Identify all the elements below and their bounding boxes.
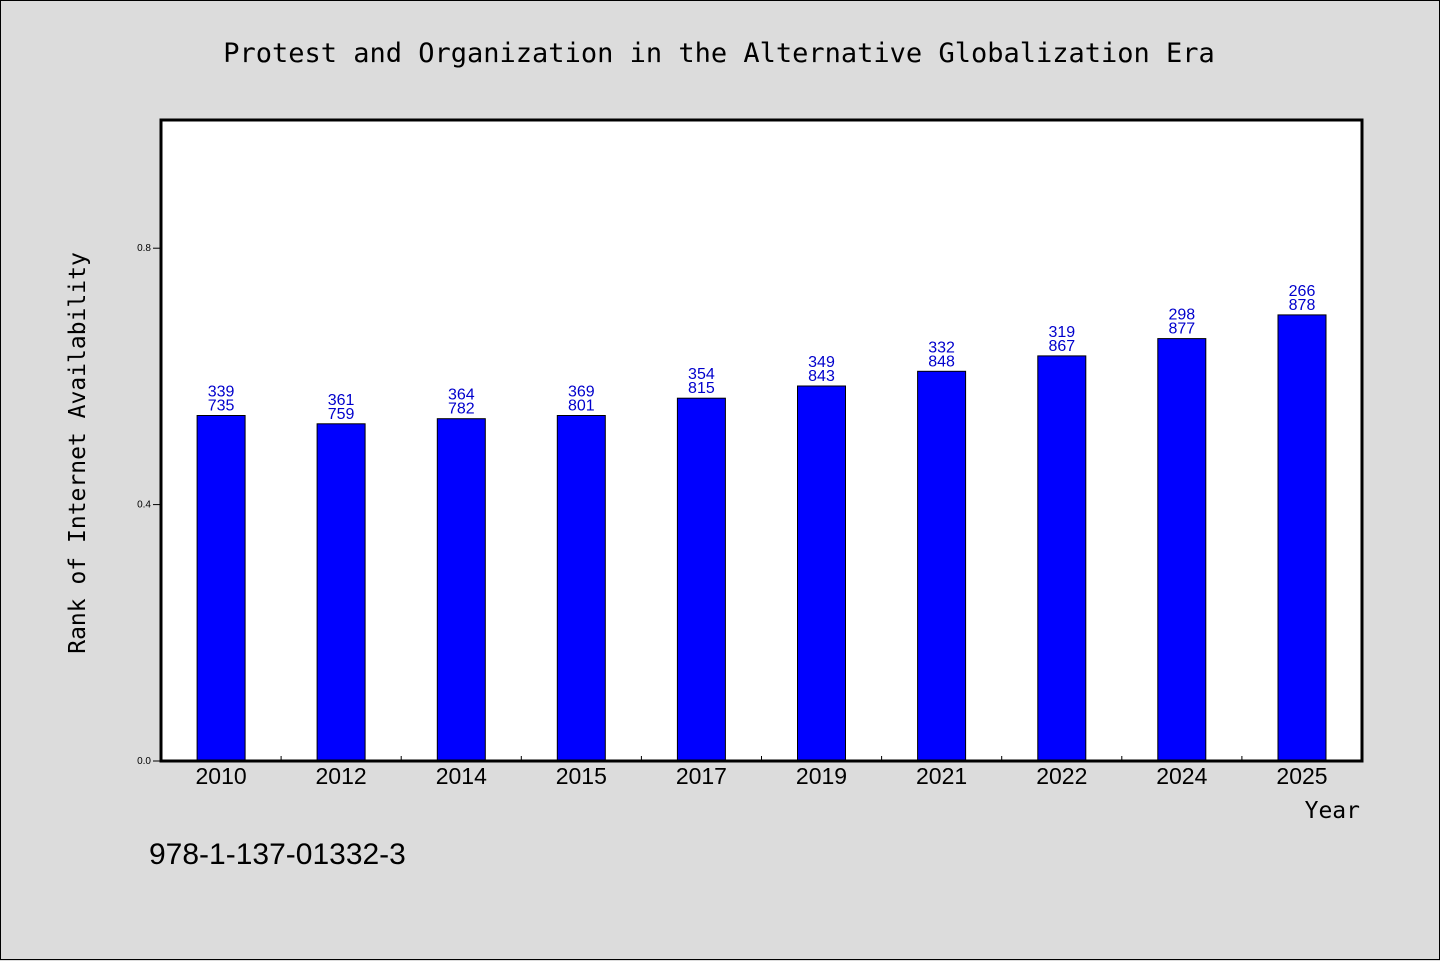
bar-label-2015-line1: 369 xyxy=(568,384,595,401)
bar-label-2017-line2: 815 xyxy=(688,380,715,397)
plot-border xyxy=(159,118,1364,763)
bar-label-2015-line2: 801 xyxy=(568,398,595,415)
ticks-layer: 2010 2012 2014 2015 2017 2019 2021 2022 2024 2025… xyxy=(137,243,1327,789)
bar-label-2010-line1: 339 xyxy=(208,384,235,401)
bar-2010 xyxy=(196,415,246,762)
bar-2019 xyxy=(797,385,846,762)
bar-label-2025-line2: 878 xyxy=(1289,297,1316,314)
x-tick-label-2010: 2010 xyxy=(196,763,247,789)
x-tick-label-2012: 2012 xyxy=(316,763,367,789)
x-tick-label-2017: 2017 xyxy=(676,763,727,789)
bar-2012 xyxy=(316,423,366,762)
bar-label-2024-line2: 877 xyxy=(1168,321,1195,338)
y-tick-label-0.0: 0.0 xyxy=(137,756,151,767)
bar-label-2019-line2: 843 xyxy=(808,368,835,385)
bar-2017 xyxy=(676,397,726,762)
bar-label-2017-line1: 354 xyxy=(688,366,715,383)
y-tick-label-0.8: 0.8 xyxy=(137,243,151,254)
bar-label-2021-line1: 332 xyxy=(928,339,955,356)
bar-label-2010-line2: 735 xyxy=(208,398,235,415)
x-tick-label-2019: 2019 xyxy=(796,763,847,789)
x-axis-label: Year xyxy=(1305,798,1360,824)
x-tick-label-2014: 2014 xyxy=(436,763,487,789)
bar-label-2012-line2: 759 xyxy=(328,406,355,423)
bar-label-2022-line2: 867 xyxy=(1048,338,1075,355)
bar-label-2022-line1: 319 xyxy=(1048,324,1075,341)
bar-label-2014-line2: 782 xyxy=(448,401,475,418)
bar-2022 xyxy=(1037,355,1087,762)
bar-label-2012-line1: 361 xyxy=(328,392,355,409)
bar-2015 xyxy=(556,415,606,762)
bar-2014 xyxy=(436,418,486,762)
bar-2021 xyxy=(917,370,967,762)
bar-label-2019-line1: 349 xyxy=(808,354,835,371)
y-tick-label-0.4: 0.4 xyxy=(137,500,151,511)
bar-label-2021-line2: 848 xyxy=(928,353,955,370)
chart-title: Protest and Organization in the Alternat… xyxy=(223,38,1215,69)
isbn-footnote: 978-1-137-01332-3 xyxy=(149,838,406,871)
x-tick-label-2025: 2025 xyxy=(1276,763,1327,789)
x-tick-label-2021: 2021 xyxy=(916,763,967,789)
bar-2024 xyxy=(1157,338,1207,762)
bar-2025 xyxy=(1277,314,1327,762)
x-tick-label-2024: 2024 xyxy=(1156,763,1207,789)
bar-label-2014-line1: 364 xyxy=(448,387,475,404)
bar-label-2025-line1: 266 xyxy=(1289,283,1316,300)
bar-label-2024-line1: 298 xyxy=(1168,307,1195,324)
y-axis-label: Rank of Internet Availability xyxy=(65,252,91,654)
x-tick-label-2015: 2015 xyxy=(556,763,607,789)
x-tick-label-2022: 2022 xyxy=(1036,763,1087,789)
